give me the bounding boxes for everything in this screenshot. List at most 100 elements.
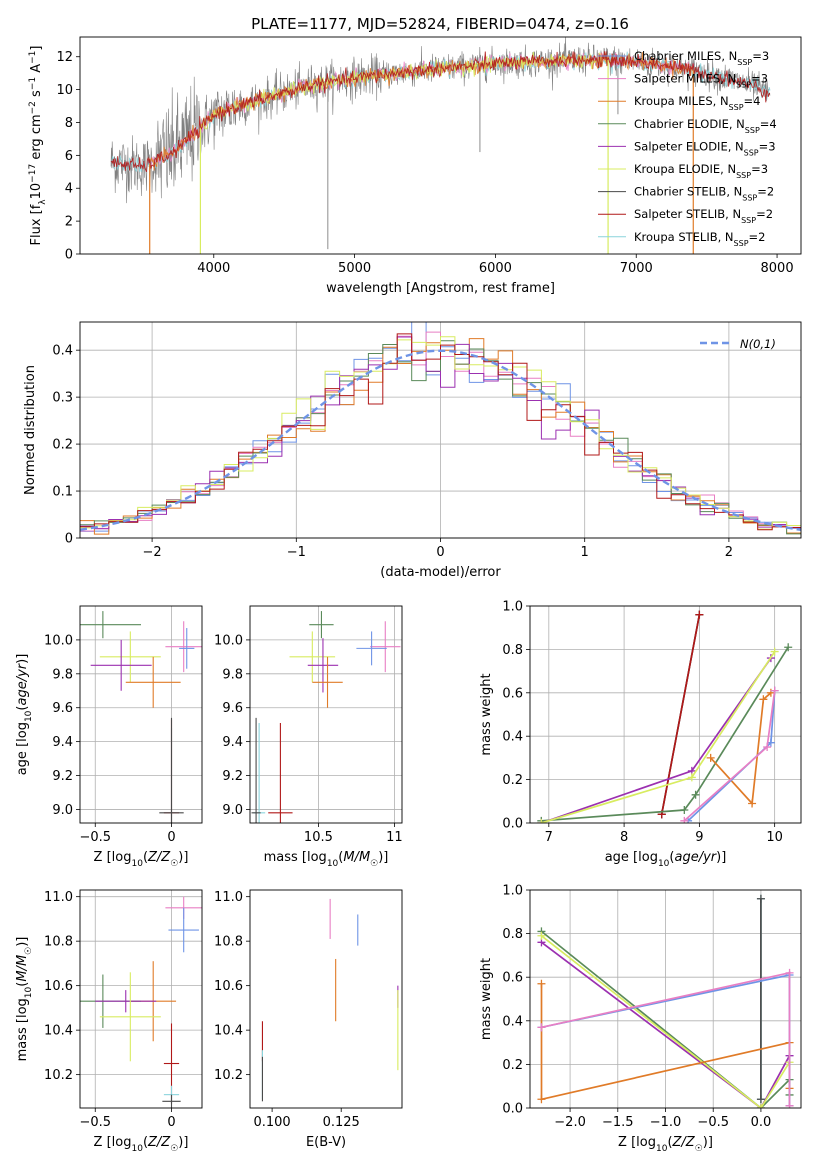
x-tick-label: 0 [167, 830, 175, 845]
weight-marker-chabrier_stelib [756, 1095, 765, 1104]
y-axis-label: Flux [fλ10−17 erg cm−2 s−1 A−1] [28, 46, 48, 246]
axes-frame [79, 889, 203, 1109]
y-tick-label: 11.0 [44, 890, 73, 905]
x-axis-label-part: ☉ [170, 859, 178, 869]
y-tick-label: 9.4 [222, 735, 243, 750]
x-axis-label: mass [log10(M/M☉)] [264, 850, 389, 869]
panel-spectrum: 4000 5000 6000 7000 8000 0 2 4 6 8 10 12 Chabrier MI… [28, 36, 802, 296]
x-tick-label: 4000 [197, 261, 230, 276]
y-tick-label: 0.2 [502, 773, 523, 788]
y-tick-label: 10.0 [214, 633, 243, 648]
x-axis-label-part: Z [log [618, 1135, 656, 1150]
legend-label: Salpeter MILES, NSSP=3 [634, 72, 768, 90]
y-tick-label: 4 [65, 182, 73, 197]
histogram-salpeter_elodie [80, 336, 801, 530]
x-axis-label-part: age [log [605, 850, 658, 865]
y-axis-label-part: ☉ [24, 947, 34, 955]
y-tick-label: 12 [56, 50, 73, 65]
x-axis-label-part: Z [log [94, 1135, 132, 1150]
y-axis-label-part: Flux [f [29, 204, 44, 245]
weight-line-salpeter_elodie [540, 941, 791, 1108]
x-axis-label-part: Z/Z [672, 1135, 696, 1150]
weight-line-salpeter_miles [683, 690, 776, 822]
y-tick-label: 9.4 [52, 735, 73, 750]
y-tick-label: 0 [65, 248, 73, 263]
x-tick-label: −1.5 [602, 1115, 634, 1130]
axes-frame [79, 321, 802, 539]
legend-label-suffix: =4 [760, 117, 777, 131]
x-tick-label: 0.125 [323, 1115, 360, 1130]
plot-area [261, 898, 399, 1102]
x-axis-label: age [log10(age/yr)] [605, 850, 727, 869]
y-tick-label: 10.8 [214, 935, 243, 950]
x-axis-label: Z [log10(Z/Z☉)] [94, 850, 189, 869]
y-axis-label-part: −17 [28, 164, 38, 183]
plot-area [110, 37, 771, 254]
y-tick-label: 10.6 [44, 979, 73, 994]
y-tick-label: 1.0 [502, 884, 523, 899]
y-tick-label: 0.4 [52, 344, 73, 359]
x-axis-label-part: )] [703, 1135, 713, 1150]
y-axis-label-part: 10 [29, 183, 44, 200]
y-tick-label: 10.2 [214, 1068, 243, 1083]
weight-marker-chabrier_elodie [784, 643, 793, 652]
x-tick-label: −0.5 [79, 830, 111, 845]
y-tick-label: 10.6 [214, 979, 243, 994]
x-axis-label-part: age/yr [674, 850, 717, 865]
y-tick-label: 0.6 [502, 971, 523, 986]
x-axis-label: Z [log10(Z/Z☉)] [94, 1135, 189, 1154]
weight-marker-kroupa_miles [537, 1095, 546, 1104]
x-axis-label: (data-model)/error [380, 565, 501, 580]
y-tick-label: 0.6 [502, 686, 523, 701]
axes-frame [79, 605, 203, 824]
x-tick-label: −1.0 [650, 1115, 682, 1130]
x-tick-label: 10.5 [304, 830, 333, 845]
x-axis-label-part: )] [178, 1135, 188, 1150]
weight-line-salpeter_stelib [660, 614, 701, 815]
y-axis-label-part: −2 [28, 101, 38, 114]
legend-label-sub: SSP [742, 193, 757, 202]
y-tick-label: 0.8 [502, 643, 523, 658]
y-tick-label: 0.2 [52, 438, 73, 453]
x-axis-label-part: 10 [658, 859, 670, 869]
y-axis-label: age [log10(age/yr)] [15, 654, 34, 776]
x-axis-label-part: 10 [131, 1144, 143, 1154]
x-axis-label-part: ☉ [170, 1144, 178, 1154]
legend-label-name: Chabrier MILES, N [634, 49, 737, 63]
weight-line-kroupa_miles [710, 692, 772, 806]
legend-label-name: Kroupa MILES, N [634, 94, 729, 108]
y-tick-label: 0.2 [502, 1058, 523, 1073]
axes-frame [79, 36, 802, 255]
legend-label-suffix: =3 [751, 72, 768, 86]
y-tick-label: 9.6 [52, 701, 73, 716]
y-axis-label-part: s [29, 90, 44, 101]
panel-mass_vs_ebv: 0.100 0.125 10.2 10.4 10.6 10.8 11.0 E(B-V) [214, 889, 403, 1150]
x-axis-label-part: 10 [131, 859, 143, 869]
x-tick-label: 7 [545, 830, 553, 845]
weight-marker-kroupa_miles [759, 695, 768, 704]
x-axis-label-part: Z [log [94, 850, 132, 865]
legend-label-sub: SSP [736, 80, 751, 89]
y-axis-label: Normed distribution [23, 365, 38, 495]
y-axis-label-part: age/yr [15, 662, 30, 705]
panel-mass_vs_z: −0.5 010.210.410.610.811.0Z [log10(Z/Z☉)]… [15, 889, 203, 1154]
x-tick-label: −0.5 [697, 1115, 729, 1130]
legend-label-suffix: =2 [756, 207, 773, 221]
legend-label-sub: SSP [745, 125, 760, 134]
x-tick-label: 6000 [479, 261, 512, 276]
x-tick-label: 8000 [761, 261, 794, 276]
legend-label-sub: SSP [737, 58, 752, 67]
x-axis-label-part: ( [143, 1135, 148, 1150]
x-axis-label-part: ☉ [695, 1144, 703, 1154]
legend-label-name: Salpeter STELIB, N [634, 207, 741, 221]
weight-marker-kroupa_elodie [687, 773, 696, 782]
weight-line-kroupa_elodie [540, 935, 791, 1108]
x-axis-label-part: ☉ [370, 859, 378, 869]
legend-label-name: Chabrier STELIB, N [634, 185, 742, 199]
y-tick-label: 9.6 [222, 701, 243, 716]
x-tick-label: 0 [167, 1115, 175, 1130]
y-tick-label: 10.4 [44, 1024, 73, 1039]
panel-age_vs_mass: 10.5 11 9.0 9.2 9.4 9.6 9.8 10.0 mass [log10(M/M… [214, 605, 403, 869]
